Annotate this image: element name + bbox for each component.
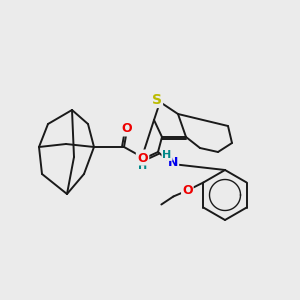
Text: H: H [162, 150, 172, 160]
Text: O: O [182, 184, 193, 197]
Text: S: S [152, 93, 162, 107]
Text: O: O [138, 152, 148, 164]
Text: H: H [138, 161, 148, 171]
Text: O: O [122, 122, 132, 136]
Text: N: N [137, 151, 147, 164]
Text: N: N [168, 157, 178, 169]
